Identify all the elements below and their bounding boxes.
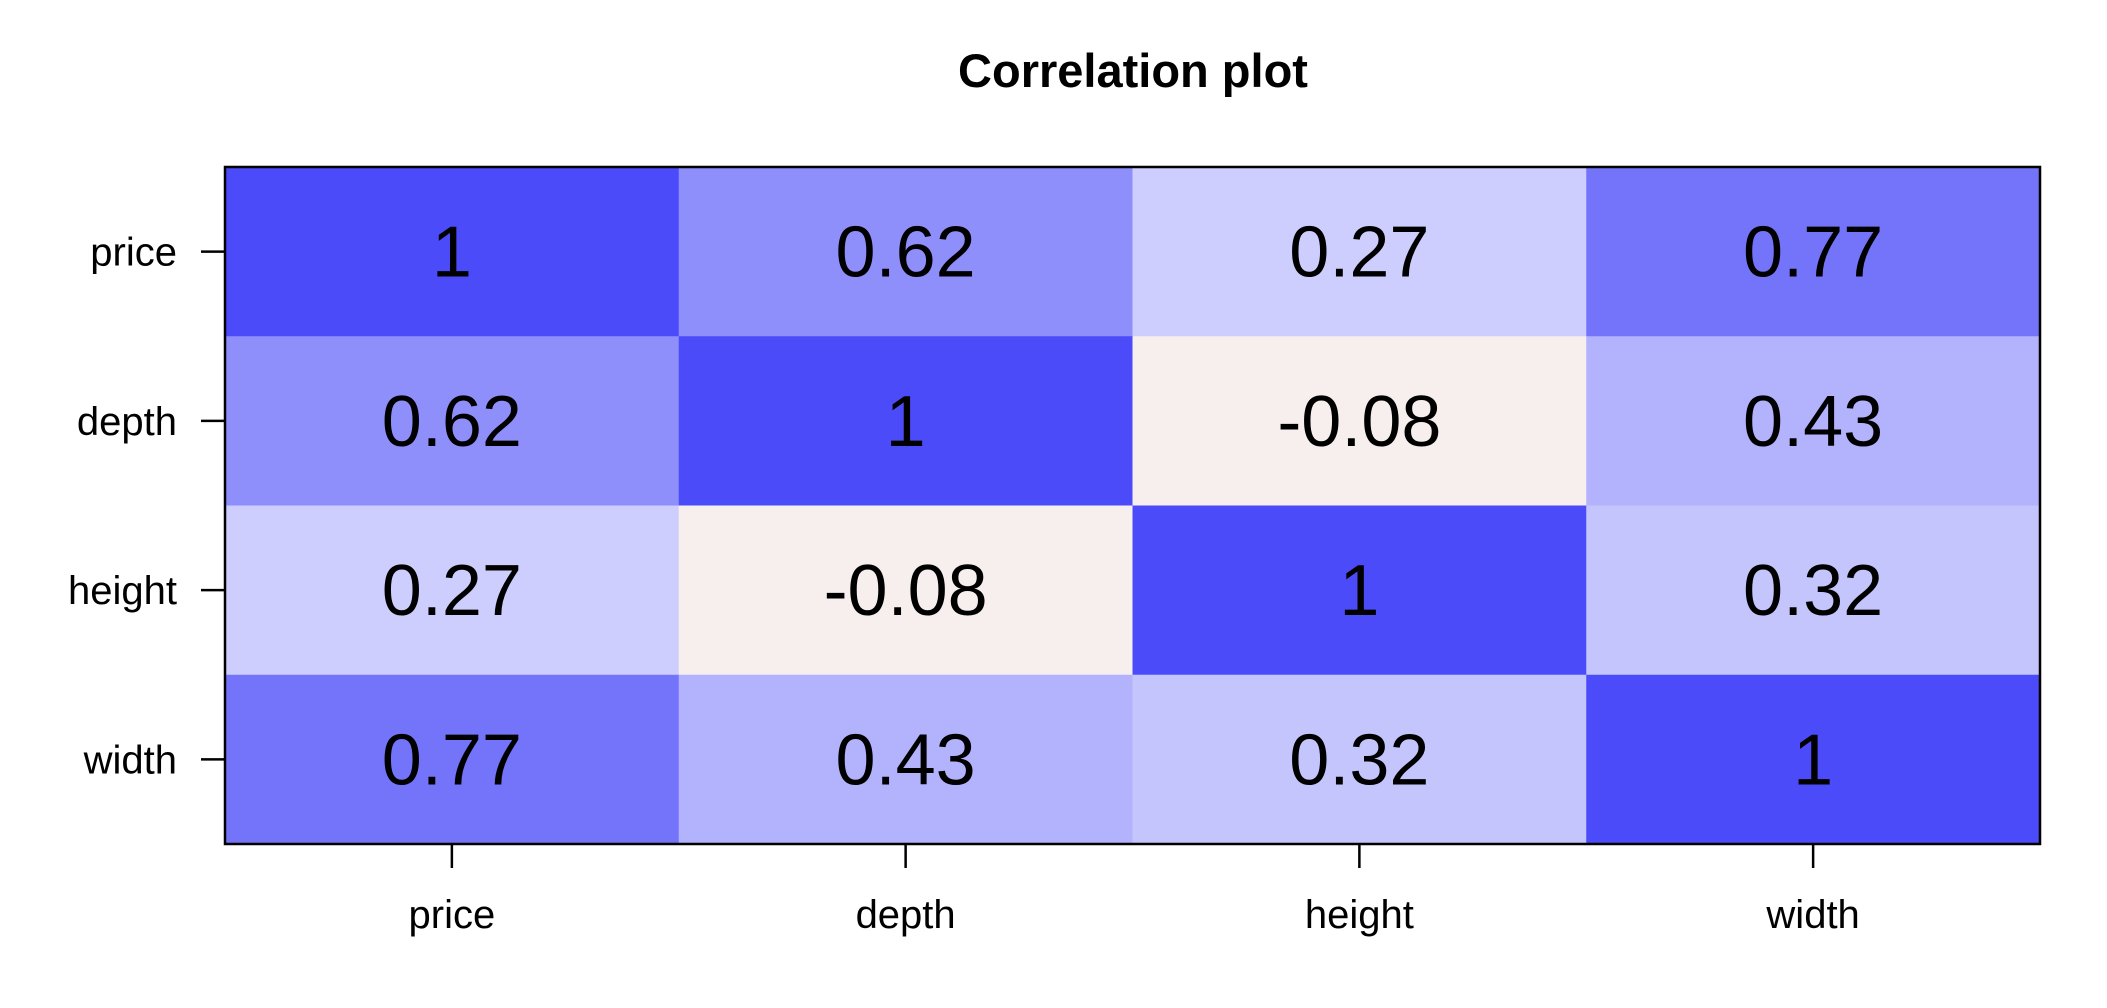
x-axis-tick-label: height xyxy=(1305,893,1414,937)
heatmap-cell-price-price xyxy=(225,167,680,337)
heatmap-cell-depth-height xyxy=(1132,336,1587,506)
heatmap-cell-depth-depth xyxy=(678,336,1133,506)
heatmap-cell-price-width xyxy=(1586,167,2041,337)
cell-value-label: 0.77 xyxy=(1743,213,1883,293)
cell-value-label: 0.43 xyxy=(1743,382,1883,462)
cell-value-label: 0.62 xyxy=(836,213,976,293)
heatmap-cell-width-width xyxy=(1586,674,2041,845)
heatmap-cell-height-price xyxy=(225,505,680,676)
heatmap-axes: price depth height width price depth height wid… xyxy=(68,231,1860,937)
heatmap-cell-price-height xyxy=(1132,167,1587,337)
cell-value-label: 0.32 xyxy=(1743,551,1883,631)
heatmap-cell-depth-price xyxy=(225,336,680,506)
cell-value-label: 0.32 xyxy=(1289,720,1429,800)
x-axis-tick-label: width xyxy=(1765,893,1859,937)
cell-value-label: -0.08 xyxy=(824,551,988,631)
heatmap-cell-height-depth xyxy=(678,505,1133,676)
heatmap-cell-width-height xyxy=(1132,674,1587,845)
chart-title: Correlation plot xyxy=(958,44,1308,97)
heatmap-cell-depth-width xyxy=(1586,336,2041,506)
heatmap-cell-price-depth xyxy=(678,167,1133,337)
cell-value-label: 1 xyxy=(432,213,472,293)
heatmap-cell-height-width xyxy=(1586,505,2041,676)
y-axis-tick-label: depth xyxy=(77,400,177,444)
cell-value-label: 0.27 xyxy=(382,551,522,631)
heatmap-cell-width-price xyxy=(225,674,680,845)
cell-value-label: 1 xyxy=(886,382,926,462)
heatmap-cell-height-height xyxy=(1132,505,1587,676)
x-axis-tick-label: depth xyxy=(856,893,956,937)
x-axis-tick-label: price xyxy=(409,893,496,937)
cell-value-label: 0.27 xyxy=(1289,213,1429,293)
cell-value-label: 0.62 xyxy=(382,382,522,462)
heatmap-cells: 1 0.62 0.27 0.77 0.62 1 -0.08 0.43 0.27 -0.08 1 0.3… xyxy=(225,167,2041,845)
plot-border xyxy=(223,165,2042,846)
cell-value-label: 0.77 xyxy=(382,720,522,800)
cell-value-label: 0.43 xyxy=(836,720,976,800)
y-axis-tick-label: height xyxy=(68,569,177,613)
y-axis-tick-label: width xyxy=(83,738,177,782)
cell-value-label: 1 xyxy=(1793,720,1833,800)
y-axis-tick-label: price xyxy=(90,231,177,275)
cell-value-label: -0.08 xyxy=(1277,382,1441,462)
heatmap-cell-width-depth xyxy=(678,674,1133,845)
cell-value-label: 1 xyxy=(1339,551,1379,631)
